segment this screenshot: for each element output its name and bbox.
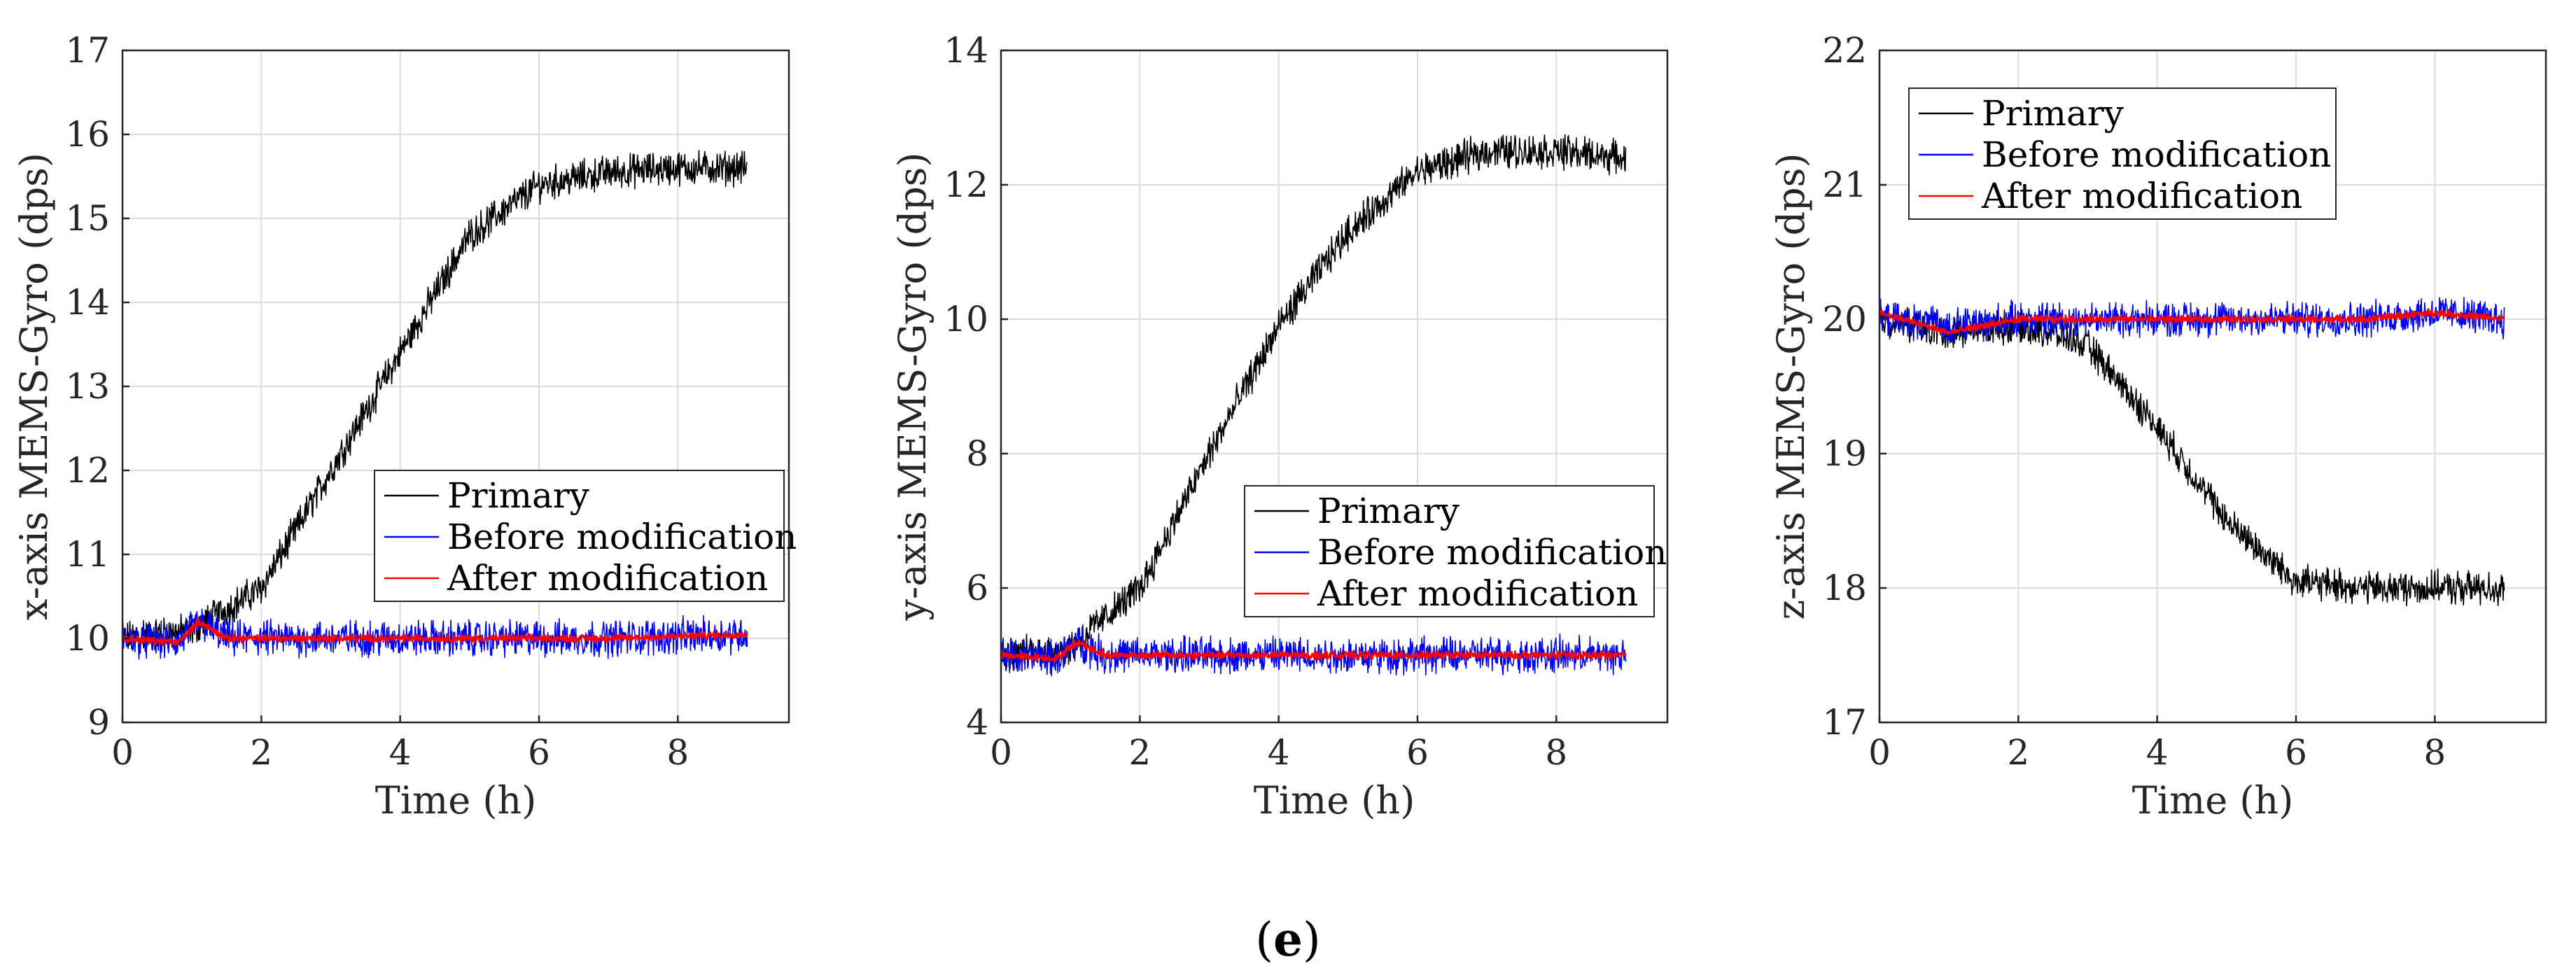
caption-close: ): [1303, 913, 1321, 967]
figure-caption: (e): [1255, 912, 1321, 967]
y-tick-label: 4: [966, 702, 988, 743]
x-tick-label: 4: [2146, 732, 2169, 773]
chart-panel-3: 0 2 4 6 8 17 18 19 20 21 22 Time (h) z-axis MEMS-Gyr…: [1769, 30, 2547, 822]
chart-panel-1: 0 2 4 6 8 9 10 11 12 13 14 15 16 17 Time (h) x-axis MEM…: [12, 30, 797, 822]
series-line-after-modification: [122, 617, 748, 646]
axes-frame: [1878, 49, 2547, 724]
y-tick-label: 12: [944, 164, 988, 205]
x-tick-label: 0: [111, 732, 134, 773]
legend-label: Before modification: [447, 517, 797, 557]
y-tick-label: 17: [1822, 702, 1867, 743]
y-tick-label: 9: [88, 702, 110, 743]
x-tick-label: 6: [2285, 732, 2307, 773]
y-tick-label: 19: [1822, 433, 1867, 474]
x-tick-label: 2: [1128, 732, 1151, 773]
axes-frame: [1000, 49, 1669, 724]
y-tick-label: 21: [1822, 164, 1867, 205]
x-axis-label: Time (h): [1254, 778, 1415, 822]
x-tick-label: 6: [528, 732, 550, 773]
x-tick-label: 6: [1406, 732, 1429, 773]
chart-panel-2: 0 2 4 6 8 4 6 8 10 12 14 Time (h) y-axis MEMS-Gyro (…: [890, 30, 1669, 822]
legend-box: [1244, 485, 1655, 617]
legend-label: Primary: [1982, 93, 2124, 134]
series-group: [1879, 297, 2505, 607]
x-tick-label: 4: [1268, 732, 1290, 773]
y-tick-label: 6: [966, 568, 988, 608]
x-tick-label: 0: [1868, 732, 1891, 773]
legend-label: Before modification: [1317, 532, 1667, 573]
x-tick-label: 2: [250, 732, 272, 773]
x-tick-label: 8: [1545, 732, 1567, 773]
x-axis-label: Time (h): [2132, 778, 2294, 822]
legend-label: Primary: [1317, 491, 1460, 531]
y-tick-label: 22: [1822, 30, 1867, 71]
x-axis-label: Time (h): [375, 778, 537, 822]
y-tick-label: 18: [1822, 568, 1867, 608]
y-tick-label: 11: [65, 534, 110, 575]
series-line-before-modification: [1001, 626, 1627, 677]
series-line-before-modification: [122, 608, 748, 660]
y-tick-label: 14: [65, 282, 110, 323]
y-axis-label: y-axis MEMS-Gyro (dps): [890, 153, 934, 622]
series-group: [122, 150, 748, 660]
y-tick-label: 8: [966, 433, 988, 474]
x-tick-label: 8: [666, 732, 689, 773]
y-tick-label: 16: [65, 114, 110, 155]
x-tick-label: 2: [2007, 732, 2029, 773]
legend-label: After modification: [1981, 176, 2302, 216]
y-tick-label: 13: [65, 366, 110, 407]
legend-label: Before modification: [1982, 134, 2331, 175]
y-axis-label: x-axis MEMS-Gyro (dps): [12, 153, 56, 620]
y-axis-label: z-axis MEMS-Gyro (dps): [1769, 153, 1813, 620]
legend-box: [374, 470, 785, 602]
x-tick-label: 4: [389, 732, 412, 773]
series-line-primary: [1001, 134, 1627, 672]
y-tick-label: 17: [65, 30, 110, 71]
legend-label: After modification: [1317, 573, 1638, 614]
series-group: [1001, 134, 1627, 677]
series-line-after-modification: [1879, 308, 2505, 335]
y-tick-label: 12: [65, 450, 110, 491]
caption-label: e: [1273, 912, 1303, 967]
y-tick-label: 10: [65, 618, 110, 659]
x-tick-label: 8: [2423, 732, 2446, 773]
y-tick-label: 15: [65, 198, 110, 239]
legend-label: After modification: [447, 558, 768, 598]
y-tick-label: 10: [944, 299, 988, 340]
x-tick-label: 0: [990, 732, 1012, 773]
y-tick-label: 14: [944, 30, 988, 71]
caption-open: (: [1255, 913, 1273, 967]
series-line-before-modification: [1879, 297, 2505, 344]
y-tick-label: 20: [1822, 299, 1867, 340]
series-line-primary: [122, 150, 748, 651]
series-line-after-modification: [1001, 639, 1627, 664]
legend-label: Primary: [447, 475, 590, 516]
legend-box: [1908, 88, 2337, 220]
